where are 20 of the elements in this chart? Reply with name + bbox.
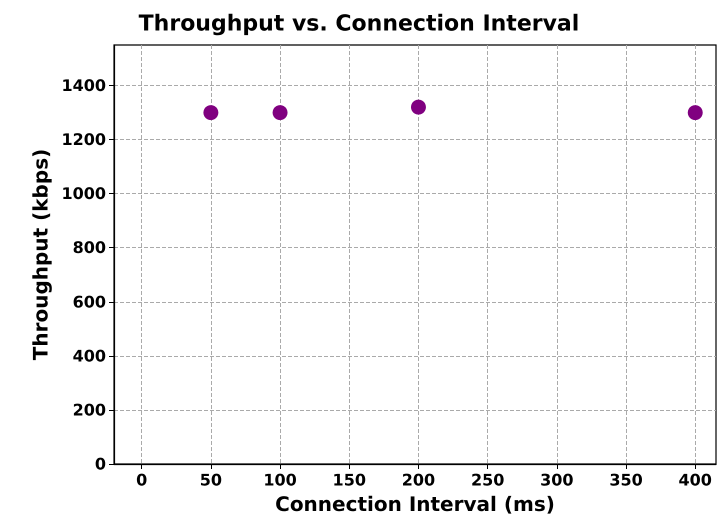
chart-title: Throughput vs. Connection Interval	[138, 12, 580, 36]
x-tick-label: 300	[540, 470, 574, 490]
x-tick-label: 250	[470, 470, 504, 490]
y-tick-label: 200	[72, 400, 106, 420]
x-tick-label: 0	[136, 470, 148, 490]
y-tick-label: 600	[72, 292, 106, 312]
y-tick-label: 1000	[61, 184, 106, 204]
x-tick-label: 50	[200, 470, 222, 490]
x-tick-label: 100	[263, 470, 297, 490]
x-tick-label: 350	[609, 470, 643, 490]
y-tick-label: 800	[72, 238, 106, 258]
y-tick-label: 1400	[61, 76, 106, 96]
x-axis-title: Connection Interval (ms)	[275, 492, 555, 516]
x-tick-label: 400	[678, 470, 712, 490]
y-tick-label: 400	[72, 346, 106, 366]
y-tick-label: 1200	[61, 130, 106, 150]
x-tick-label: 200	[402, 470, 436, 490]
x-tick-label: 150	[332, 470, 366, 490]
y-axis-title: Throughput (kbps)	[28, 148, 53, 360]
y-tick-label: 0	[94, 454, 106, 474]
